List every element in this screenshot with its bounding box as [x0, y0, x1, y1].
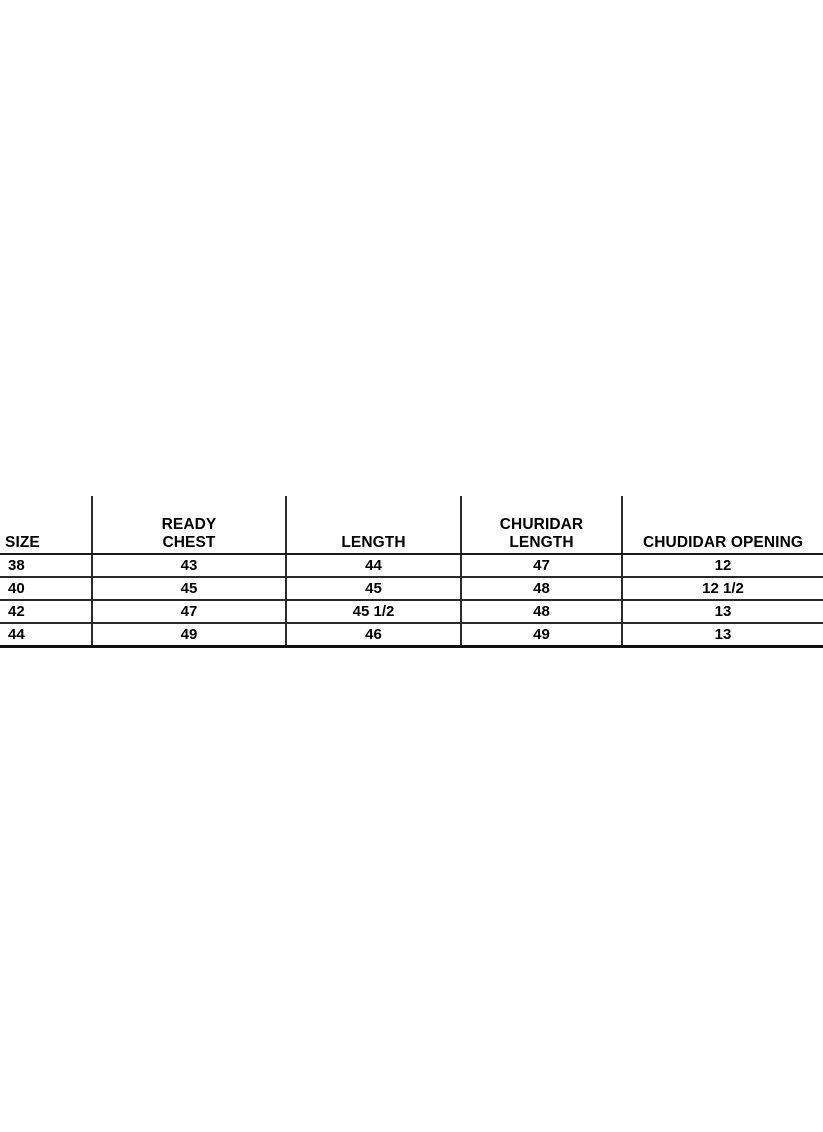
table-header: SIZE READY CHEST LENGTH CHURIDAR LENGTH — [0, 496, 823, 555]
cell-length: 46 — [285, 623, 461, 648]
cell-ready-chest: 47 — [91, 600, 286, 624]
table-body: 38 43 44 47 12 40 45 45 48 12 1/2 42 47 … — [0, 554, 823, 648]
cell-churidar-length: 47 — [460, 554, 622, 578]
cell-size: 44 — [0, 623, 92, 648]
column-header-churidar-length: CHURIDAR LENGTH — [460, 496, 622, 555]
size-chart-container: SIZE READY CHEST LENGTH CHURIDAR LENGTH — [0, 496, 823, 648]
column-header-churidar-length-line-2: LENGTH — [509, 533, 574, 551]
cell-ready-chest: 45 — [91, 577, 286, 601]
cell-chudidar-opening: 13 — [621, 600, 823, 624]
cell-size: 42 — [0, 600, 92, 624]
size-chart-table: SIZE READY CHEST LENGTH CHURIDAR LENGTH — [0, 496, 823, 648]
cell-churidar-length: 48 — [460, 577, 622, 601]
column-header-length: LENGTH — [285, 496, 461, 555]
cell-ready-chest: 49 — [91, 623, 286, 648]
table-row: 40 45 45 48 12 1/2 — [0, 577, 823, 601]
cell-length: 45 1/2 — [285, 600, 461, 624]
table-row: 42 47 45 1/2 48 13 — [0, 600, 823, 624]
column-header-churidar-length-line-1: CHURIDAR — [499, 516, 584, 534]
column-header-chudidar-opening-line-1: CHUDIDAR OPENING — [642, 533, 804, 551]
column-header-size: SIZE — [0, 496, 92, 555]
header-row: SIZE READY CHEST LENGTH CHURIDAR LENGTH — [0, 496, 823, 555]
column-header-ready-chest-line-2: CHEST — [162, 533, 216, 551]
table-row: 44 49 46 49 13 — [0, 623, 823, 648]
cell-churidar-length: 48 — [460, 600, 622, 624]
column-header-ready-chest-line-1: READY — [161, 516, 217, 534]
cell-length: 45 — [285, 577, 461, 601]
table-row: 38 43 44 47 12 — [0, 554, 823, 578]
cell-chudidar-opening: 12 1/2 — [621, 577, 823, 601]
cell-ready-chest: 43 — [91, 554, 286, 578]
cell-churidar-length: 49 — [460, 623, 622, 648]
cell-size: 38 — [0, 554, 92, 578]
cell-size: 40 — [0, 577, 92, 601]
column-header-length-line-1: LENGTH — [341, 533, 406, 551]
cell-chudidar-opening: 13 — [621, 623, 823, 648]
column-header-ready-chest: READY CHEST — [91, 496, 286, 555]
column-header-chudidar-opening: CHUDIDAR OPENING — [621, 496, 823, 555]
cell-chudidar-opening: 12 — [621, 554, 823, 578]
column-header-size-line-1: SIZE — [5, 533, 40, 551]
cell-length: 44 — [285, 554, 461, 578]
